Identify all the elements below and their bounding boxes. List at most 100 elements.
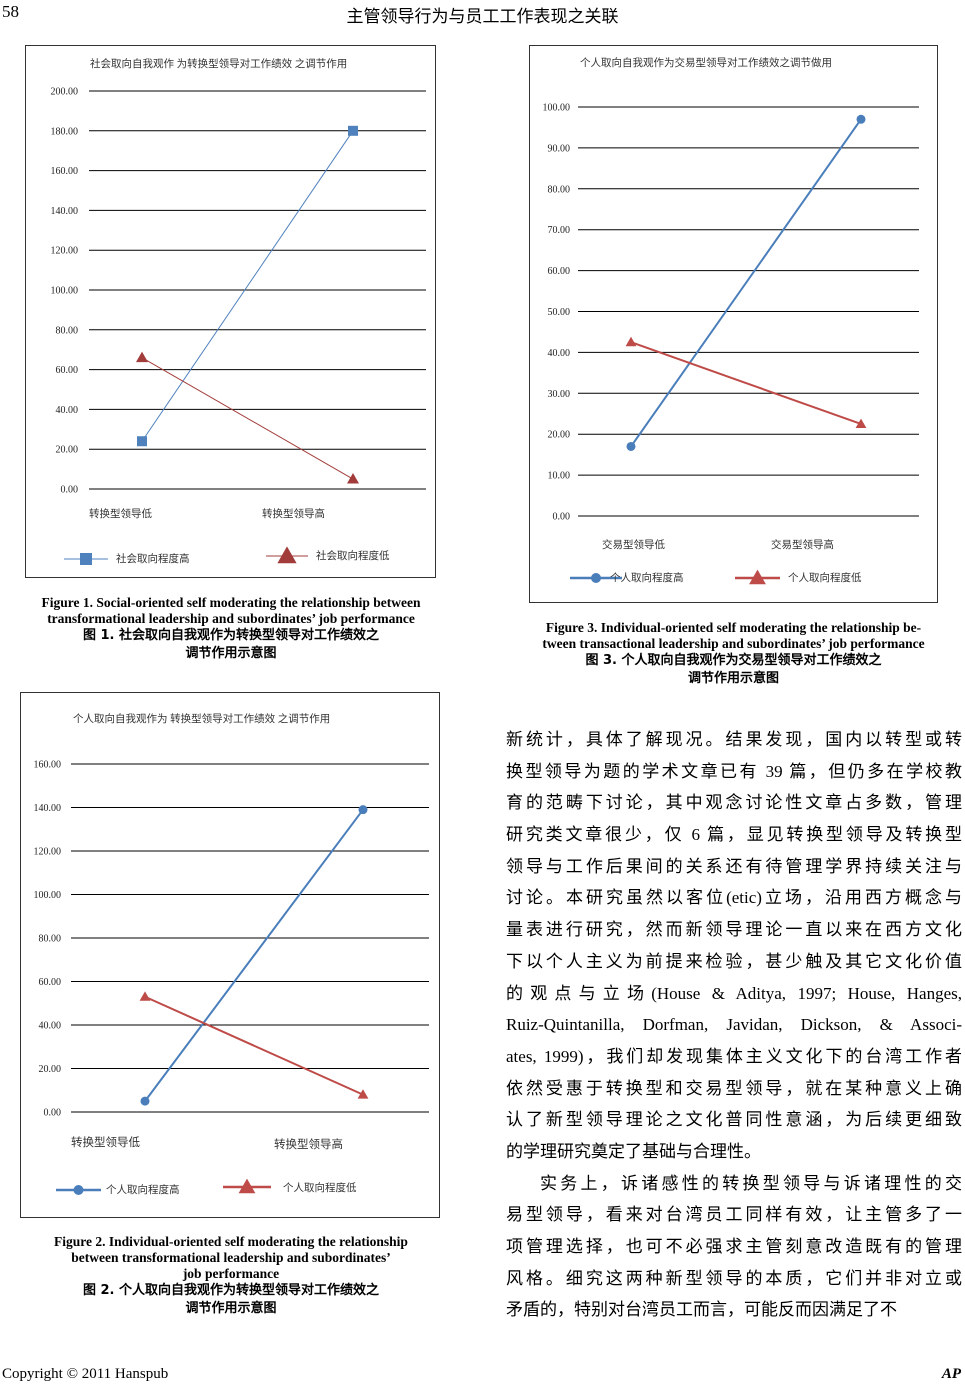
y-tick-label: 80.00 — [56, 325, 79, 336]
y-tick-label: 20.00 — [39, 1064, 62, 1075]
body-text: 新统计，具体了解现况。结果发现，国内以转型或转 换型领导为题的学术文章已有 39 … — [506, 724, 962, 1326]
chart-plot: 0.00 10.00 20.00 30.00 40.00 50.00 60.00 70.00 8… — [543, 103, 919, 585]
data-point — [348, 125, 358, 136]
data-point — [855, 418, 867, 429]
body-line: 量表进行研究，然而新领导理论一直以来在西方文化 — [506, 920, 962, 940]
y-tick-label: 160.00 — [34, 760, 62, 771]
y-tick-label: 180.00 — [51, 126, 79, 137]
legend-marker — [749, 569, 766, 585]
journal-abbrev: AP — [941, 1366, 961, 1382]
y-tick-label: 40.00 — [56, 405, 79, 416]
y-tick-label: 140.00 — [51, 206, 79, 217]
chart-title: 个人取向自我观作为交易型领导对工作绩效之调节做用 — [580, 58, 832, 69]
legend-marker — [238, 1178, 256, 1194]
legend-marker — [73, 1185, 84, 1195]
y-tick-label: 100.00 — [51, 286, 79, 297]
y-tick-label: 100.00 — [543, 103, 571, 114]
data-point — [137, 436, 147, 447]
body-line: ates, 1999)，我们却发现集体主义文化下的台湾工作者 — [506, 1046, 962, 1066]
y-tick-label: 120.00 — [51, 246, 79, 257]
caption-cn: 图 2. 个人取向自我观作为转换型领导对工作绩效之 — [82, 1283, 380, 1298]
body-line: 依然受惠于转换型和交易型领导，就在某种意义上确 — [506, 1078, 962, 1098]
data-point — [136, 351, 148, 363]
x-category-label: 交易型领导高 — [771, 540, 834, 551]
chart-plot: 0.00 20.00 40.00 60.00 80.00 100.00 120.00 140.… — [34, 760, 429, 1195]
legend-marker — [80, 553, 92, 565]
legend-marker — [591, 573, 601, 583]
series-line — [144, 809, 364, 1102]
data-point — [357, 1089, 369, 1099]
y-tick-label: 20.00 — [548, 430, 571, 441]
y-tick-label: 60.00 — [548, 266, 571, 277]
figure-3-caption: Figure 3. Individual-oriented self moder… — [502, 620, 965, 688]
body-line: 领导与工作后果间的关系还有待管理学界持续关注与 — [506, 856, 962, 876]
y-tick-label: 40.00 — [39, 1021, 62, 1032]
figure-2-caption: Figure 2. Individual-oriented self moder… — [0, 1234, 462, 1318]
y-tick-label: 140.00 — [34, 803, 62, 814]
body-line: 育的范畴下讨论，其中观念讨论性文章占多数，管理 — [506, 793, 962, 813]
series-line — [141, 130, 354, 442]
y-tick-label: 120.00 — [34, 847, 62, 858]
data-point — [140, 1096, 150, 1106]
y-tick-label: 30.00 — [548, 389, 571, 400]
caption-en: transformational leadership and subordin… — [47, 611, 415, 626]
chart-title: 社会取向自我观作 为转换型领导对工作绩效 之调节作用 — [90, 59, 348, 70]
figure-1-chart: 0.00 20.00 40.00 60.00 80.00 100.00 120.00 140.… — [25, 45, 436, 578]
x-category-label: 转换型领导高 — [274, 1139, 343, 1151]
x-category-label: 转换型领导低 — [89, 509, 152, 520]
legend-label: 社会取向程度低 — [316, 551, 390, 562]
body-line: 项管理选择，也可不必强求主管刻意改造既有的管理 — [506, 1237, 962, 1256]
y-tick-label: 90.00 — [548, 143, 571, 154]
y-tick-label: 0.00 — [553, 512, 571, 523]
y-tick-label: 20.00 — [56, 445, 79, 456]
data-point — [856, 114, 866, 124]
chart-plot: 0.00 20.00 40.00 60.00 80.00 100.00 120.00 140.… — [51, 87, 426, 565]
body-line: 下以个人主义为前提来检验，甚少触及其它文化价值 — [506, 951, 962, 971]
series-line — [630, 118, 862, 448]
body-line: 讨论。本研究虽然以客位(etic)立场，沿用西方概念与 — [506, 888, 962, 908]
caption-cn: 调节作用示意图 — [687, 671, 779, 686]
caption-cn: 调节作用示意图 — [185, 646, 277, 661]
data-point — [626, 441, 636, 451]
y-tick-label: 200.00 — [51, 87, 79, 98]
body-line: 认了新型领导理论之文化普同性意涵，为后续更细致 — [506, 1110, 962, 1130]
body-line: 矛盾的，特别对台湾员工而言，可能反而因满足了不 — [506, 1300, 897, 1320]
legend-label: 个人取向程度低 — [283, 1183, 357, 1194]
figure-1-caption: Figure 1. Social-oriented self moderatin… — [0, 595, 462, 663]
series-line — [630, 341, 862, 425]
body-line: 易型领导，看来对台湾员工同样有效，让主管多了一 — [506, 1205, 962, 1225]
caption-en: Figure 3. Individual-oriented self moder… — [545, 620, 922, 635]
y-tick-label: 0.00 — [61, 485, 79, 496]
caption-cn: 图 1. 社会取向自我观作为转换型领导对工作绩效之 — [82, 628, 380, 643]
copyright: Copyright © 2011 Hanspub — [2, 1366, 169, 1382]
series-line — [141, 357, 354, 480]
y-tick-label: 40.00 — [548, 348, 571, 359]
y-tick-label: 160.00 — [51, 166, 79, 177]
caption-en: tween transactional leadership and subor… — [542, 636, 925, 651]
y-tick-label: 70.00 — [548, 225, 571, 236]
caption-en: job performance — [182, 1266, 280, 1281]
data-point — [625, 336, 637, 347]
y-tick-label: 50.00 — [548, 307, 571, 318]
body-line: 换型领导为题的学术文章已有 39 篇，但仍多在学校教 — [506, 761, 962, 781]
y-tick-label: 80.00 — [39, 934, 62, 945]
data-point — [358, 805, 368, 815]
chart-title: 个人取向自我观作为 转换型领导对工作绩效 之调节作用 — [73, 714, 331, 725]
caption-en: Figure 2. Individual-oriented self moder… — [54, 1234, 408, 1249]
y-tick-label: 100.00 — [34, 890, 62, 901]
body-line: Ruiz-Quintanilla, Dorfman, Javidan, Dick… — [506, 1015, 962, 1035]
body-line: 研究类文章很少，仅 6 篇，显见转换型领导及转换型 — [506, 825, 962, 845]
data-point — [347, 473, 359, 484]
figure-2-chart: 0.00 20.00 40.00 60.00 80.00 100.00 120.00 140.… — [20, 692, 440, 1218]
y-tick-label: 10.00 — [548, 471, 571, 482]
body-line: 的学理研究奠定了基础与合理性。 — [506, 1141, 761, 1161]
y-tick-label: 0.00 — [44, 1108, 62, 1119]
running-title: 主管领导行为与员工工作表现之关联 — [346, 7, 619, 26]
legend-label: 个人取向程度高 — [106, 1185, 180, 1196]
data-point — [139, 991, 151, 1001]
page-number: 58 — [2, 2, 19, 21]
y-tick-label: 80.00 — [548, 184, 571, 195]
body-line: 新统计，具体了解现况。结果发现，国内以转型或转 — [506, 730, 962, 749]
body-line: 的观点与立场(House & Aditya, 1997; House, Hang… — [506, 983, 962, 1003]
series-line — [144, 995, 364, 1096]
